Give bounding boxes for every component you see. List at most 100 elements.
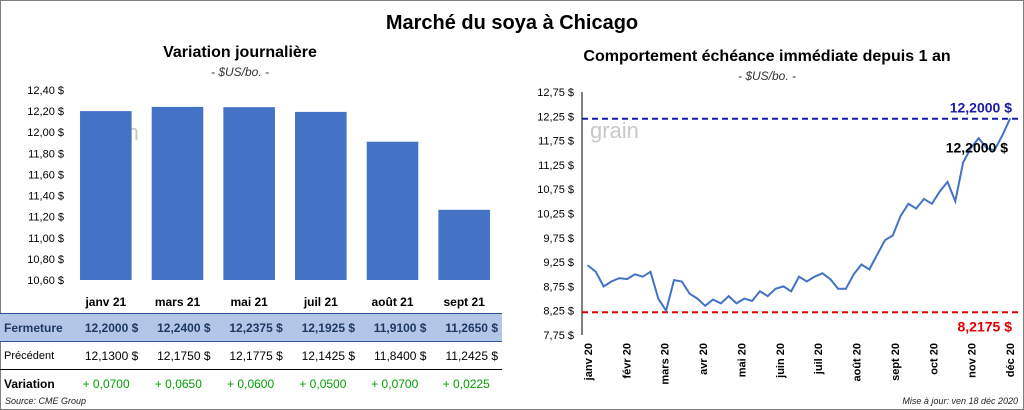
data-point	[712, 298, 714, 301]
y-tick-label: 12,75 $	[537, 87, 574, 99]
data-point	[977, 137, 980, 139]
bar	[151, 106, 204, 280]
bar	[366, 141, 419, 280]
table-row-precedent: Précédent 12,1300 $ 12,1750 $ 12,1775 $ …	[0, 341, 502, 370]
data-point	[915, 207, 918, 210]
data-point	[688, 292, 691, 295]
data-point	[946, 181, 949, 183]
y-tick-label: 11,25 $	[538, 160, 574, 172]
x-tick-label: déc 20	[1005, 343, 1017, 377]
data-point	[602, 285, 605, 288]
row-label: Fermeture	[0, 313, 70, 342]
table-cell: + 0,0225	[442, 376, 490, 391]
watermark-text: grain	[590, 118, 639, 143]
data-point	[766, 295, 769, 297]
x-tick-label: mai 20	[736, 343, 748, 377]
data-point	[970, 147, 972, 149]
data-point	[774, 288, 777, 290]
data-point	[829, 278, 832, 280]
y-tick-label: 11,60 $	[28, 169, 64, 181]
table-cell: 12,1425 $	[286, 341, 359, 370]
data-point	[704, 305, 707, 307]
data-point	[837, 288, 839, 290]
table-cell: + 0,0600	[227, 376, 275, 391]
y-tick-label: 11,20 $	[28, 212, 64, 224]
bar	[438, 209, 490, 280]
x-tick-label: avr 20	[698, 343, 710, 375]
x-tick-label: juil 20	[813, 343, 825, 375]
bar	[295, 111, 347, 281]
left-chart-title: Variation journalière	[163, 44, 317, 61]
x-tick-label: sept 21	[443, 295, 485, 309]
source-note: Source: CME Group	[5, 396, 87, 406]
data-point	[720, 302, 722, 305]
data-point	[813, 275, 816, 278]
data-point	[735, 302, 738, 305]
data-point	[641, 275, 644, 278]
data-point	[884, 239, 886, 242]
table-cell: 11,9100 $	[359, 313, 431, 342]
data-point	[954, 200, 957, 203]
x-tick-label: nov 20	[967, 343, 979, 378]
row-label: Variation	[4, 376, 55, 391]
left-chart-units: - $US/bo. -	[210, 65, 270, 79]
table-cell: 12,2000 $	[70, 313, 143, 342]
data-point	[985, 147, 988, 149]
table-cell: + 0,0500	[299, 376, 347, 391]
data-point	[595, 271, 597, 273]
data-point	[993, 149, 996, 152]
reference-label: 8,2175 $	[958, 318, 1013, 334]
table-cell: 11,2425 $	[430, 341, 502, 370]
page-title: Marché du soya à Chicago	[385, 12, 639, 34]
data-point	[845, 288, 847, 290]
y-tick-label: 8,25 $	[543, 306, 574, 318]
y-tick-label: 11,40 $	[28, 191, 64, 203]
data-point	[649, 271, 652, 273]
x-tick-label: oct 20	[928, 343, 940, 375]
data-point	[806, 280, 808, 283]
data-point	[626, 278, 628, 280]
line-chart: grain 7,75 $ 8,25 $ 8,75 $ 9,25 $ 9,75 $ 10,25…	[537, 87, 1018, 385]
y-tick-label: 9,75 $	[543, 233, 574, 245]
data-point	[1001, 134, 1003, 137]
y-tick-label: 12,25 $	[537, 111, 574, 123]
data-point	[860, 263, 863, 266]
x-tick-label: juil 21	[303, 295, 338, 309]
bar-chart: grain10,60 $10,80 $11,00 $11,20 $11,40 $…	[27, 85, 490, 309]
data-point	[673, 279, 675, 281]
x-tick-label: juin 20	[775, 343, 787, 379]
x-tick-label: janv 21	[84, 295, 126, 309]
data-point	[759, 290, 761, 293]
table-cell: 12,1300 $	[70, 341, 143, 370]
table-cell: 12,1925 $	[286, 313, 359, 342]
y-tick-label: 12,00 $	[27, 127, 64, 139]
x-tick-label: août 20	[852, 343, 864, 382]
data-point	[782, 285, 785, 288]
x-tick-label: sept 20	[890, 343, 902, 381]
x-tick-label: août 21	[371, 295, 413, 309]
table-cell: 11,2650 $	[430, 313, 502, 342]
table-cell: + 0,0700	[82, 376, 130, 391]
x-tick-label: mars 21	[155, 295, 201, 309]
y-tick-label: 11,75 $	[538, 136, 574, 148]
data-point	[852, 273, 855, 276]
data-point	[587, 264, 589, 267]
data-point	[665, 309, 667, 312]
data-point	[798, 275, 800, 278]
update-note: Mise à jour: ven 18 déc 2020	[902, 396, 1018, 406]
data-point	[696, 297, 699, 300]
y-tick-label: 12,20 $	[27, 106, 64, 118]
data-point	[610, 280, 613, 283]
data-point	[657, 297, 660, 300]
table-cell: 12,2375 $	[214, 313, 287, 342]
data-point	[680, 280, 683, 283]
x-tick-label: janv 20	[583, 343, 595, 381]
data-point	[821, 272, 824, 275]
y-tick-label: 10,80 $	[27, 254, 64, 266]
y-tick-label: 11,80 $	[28, 148, 64, 160]
data-point	[938, 190, 941, 193]
y-tick-label: 9,25 $	[543, 257, 574, 269]
bar	[223, 107, 275, 281]
y-tick-label: 10,25 $	[537, 209, 574, 221]
data-point	[1009, 117, 1011, 120]
